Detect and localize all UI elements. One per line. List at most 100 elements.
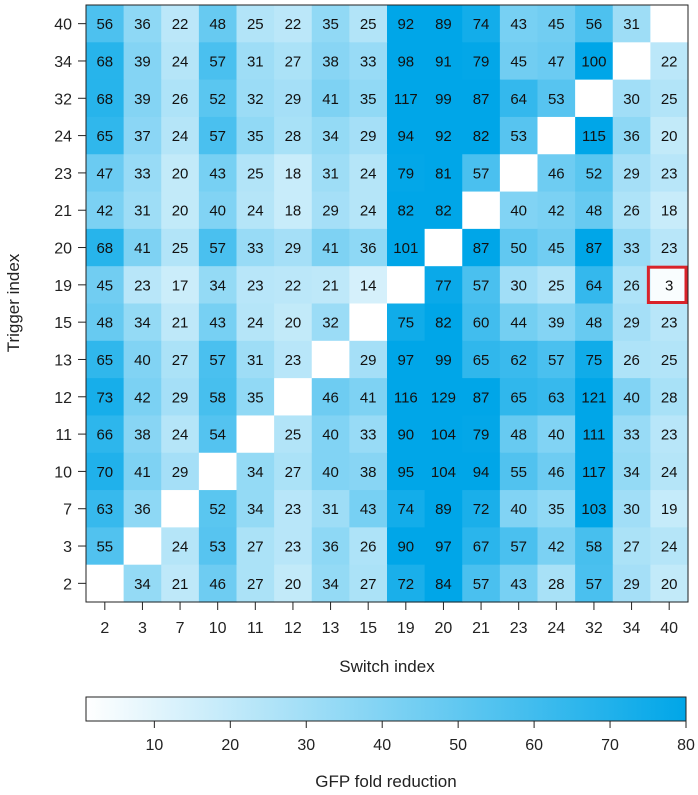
heatmap-cell-12-32 [575,378,614,417]
heatmap-cell-3-21 [462,527,501,566]
x-tick-label: 2 [100,620,109,637]
cell-value-15-34: 29 [623,315,640,332]
heatmap-cell-13-2 [86,340,125,379]
heatmap-cell-10-23 [499,452,539,491]
cell-value-20-32: 87 [586,240,603,257]
cell-value-13-24: 57 [548,352,565,369]
y-tick-label: 40 [54,17,72,34]
x-tick-label: 32 [585,620,603,637]
x-tick-label: 10 [209,620,227,637]
y-tick-label: 10 [54,464,72,481]
heatmap-cell-13-23 [499,340,539,379]
x-tick-label: 20 [435,620,453,637]
heatmap-cell-24-3 [123,116,162,155]
cell-value-2-15: 27 [360,576,377,593]
heatmap-cell-7-19 [387,490,426,528]
cell-value-32-2: 68 [96,91,113,108]
heatmap-cell-19-15 [349,266,388,305]
heatmap-cell-7-2 [86,490,125,528]
heatmap-cell-15-23 [499,303,539,342]
cell-value-20-23: 50 [510,240,527,257]
heatmap-cell-23-12 [274,154,313,193]
heatmap-cell-34-7 [161,42,200,81]
heatmap-cell-7-7 [161,490,200,528]
cell-value-32-7: 26 [172,91,189,108]
cell-value-32-24: 53 [548,91,565,108]
heatmap-cell-20-2 [86,228,125,267]
cell-value-3-32: 58 [586,539,603,556]
heatmap-cell-7-3 [123,490,162,528]
heatmap-cell-19-19 [387,266,426,305]
cell-value-2-7: 21 [172,576,189,593]
heatmap-cell-10-11 [236,452,275,491]
y-tick-label: 21 [54,203,72,220]
heatmap-cell-10-2 [86,452,125,491]
cell-value-11-40: 23 [661,427,678,444]
cell-value-24-7: 24 [172,128,189,145]
cell-value-15-24: 39 [548,315,565,332]
cell-value-2-13: 34 [322,576,339,593]
cell-value-40-2: 56 [96,16,113,33]
heatmap-cell-23-7 [161,154,200,193]
cell-value-40-21: 74 [473,16,490,33]
cell-value-23-11: 25 [247,165,264,182]
cell-value-10-3: 41 [134,464,151,481]
heatmap-cell-32-15 [349,79,388,118]
heatmap-cell-40-11 [236,5,275,43]
x-tick-label: 23 [510,620,528,637]
cell-value-20-10: 57 [209,240,226,257]
heatmap-cell-2-24 [537,564,576,603]
heatmap-cell-34-2 [86,42,125,81]
heatmap-cell-32-7 [161,79,200,118]
heatmap-cell-12-3 [123,378,162,417]
heatmap-cell-32-2 [86,79,125,118]
heatmap-cell-10-3 [123,452,162,491]
y-tick-label: 19 [54,278,72,295]
heatmap-cell-12-10 [198,378,238,417]
heatmap-cell-3-10 [198,527,238,566]
cell-value-15-13: 32 [322,315,339,332]
heatmap-cell-12-19 [387,378,426,417]
heatmap-cell-23-2 [86,154,125,193]
cell-value-13-10: 57 [209,352,226,369]
cell-value-2-21: 57 [473,576,490,593]
y-axis-title: Trigger index [4,253,23,352]
colorbar-tick-label: 30 [297,737,315,754]
cell-value-7-40: 19 [661,501,678,518]
heatmap-cell-3-24 [537,527,576,566]
x-tick-label: 21 [472,620,490,637]
cell-value-11-10: 54 [209,427,226,444]
cell-value-21-15: 24 [360,203,377,220]
cell-value-23-21: 57 [473,165,490,182]
heatmap-cell-11-7 [161,415,200,454]
heatmap-cell-34-11 [236,42,275,81]
heatmap-cell-11-32 [575,415,614,454]
heatmap-cell-10-40 [650,452,689,491]
heatmap-cell-34-21 [462,42,501,81]
heatmap-cell-21-3 [123,191,162,230]
cell-value-24-19: 94 [397,128,414,145]
cell-value-2-10: 46 [209,576,226,593]
cell-value-19-12: 22 [285,277,302,294]
cell-value-12-40: 28 [661,389,678,406]
cell-value-12-19: 116 [394,389,418,406]
cell-value-21-19: 82 [397,203,414,220]
heatmap-cell-3-40 [650,527,689,566]
heatmap-cell-20-24 [537,228,576,267]
cell-value-13-12: 23 [285,352,302,369]
cell-value-15-20: 82 [435,315,452,332]
cell-value-24-2: 65 [96,128,113,145]
cell-value-34-23: 45 [510,53,527,70]
cell-value-32-40: 25 [661,91,678,108]
cell-value-21-40: 18 [661,203,678,220]
cell-value-40-3: 36 [134,16,151,33]
cell-value-2-40: 20 [661,576,678,593]
heatmap-cell-34-15 [349,42,388,81]
heatmap-cell-7-34 [612,490,651,528]
heatmap-cell-23-24 [537,154,576,193]
heatmap-cell-32-23 [499,79,539,118]
heatmap-cell-2-3 [123,564,162,603]
colorbar [85,696,687,722]
heatmap-cell-21-13 [311,191,350,230]
heatmap-cell-23-13 [311,154,350,193]
